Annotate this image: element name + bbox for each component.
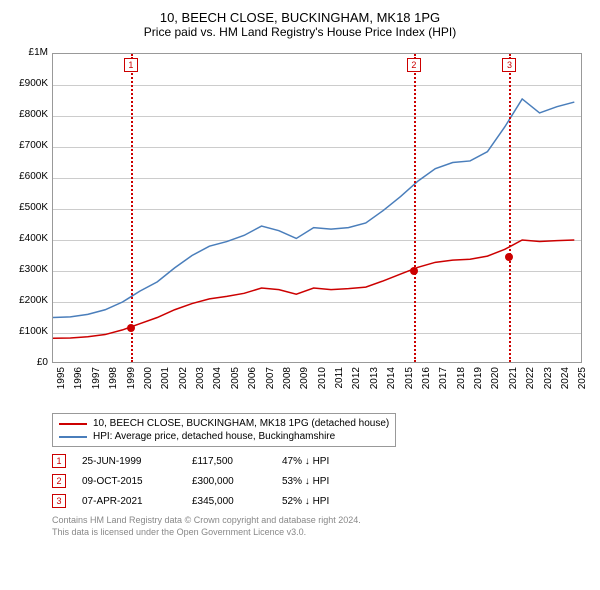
y-tick-label: £300K xyxy=(10,264,48,275)
marker-line xyxy=(509,54,511,362)
attrib-line-1: Contains HM Land Registry data © Crown c… xyxy=(52,515,590,527)
row-marker: 2 xyxy=(52,474,66,488)
legend-item: 10, BEECH CLOSE, BUCKINGHAM, MK18 1PG (d… xyxy=(59,417,389,430)
x-tick-label: 2019 xyxy=(473,367,484,397)
x-tick-label: 2008 xyxy=(282,367,293,397)
y-tick-label: £200K xyxy=(10,295,48,306)
x-tick-label: 2007 xyxy=(265,367,276,397)
x-tick-label: 2024 xyxy=(560,367,571,397)
table-row: 2 09-OCT-2015£300,00053% ↓ HPI xyxy=(52,471,590,491)
x-tick-label: 2010 xyxy=(317,367,328,397)
table-row: 1 25-JUN-1999£117,50047% ↓ HPI xyxy=(52,451,590,471)
x-tick-label: 2025 xyxy=(577,367,588,397)
x-tick-label: 1995 xyxy=(56,367,67,397)
y-tick-label: £1M xyxy=(10,47,48,58)
x-tick-label: 2004 xyxy=(212,367,223,397)
legend-label: HPI: Average price, detached house, Buck… xyxy=(93,431,335,442)
x-tick-label: 2011 xyxy=(334,367,345,397)
legend-swatch xyxy=(59,436,87,438)
x-tick-label: 1997 xyxy=(91,367,102,397)
legend-label: 10, BEECH CLOSE, BUCKINGHAM, MK18 1PG (d… xyxy=(93,418,389,429)
x-tick-label: 1996 xyxy=(73,367,84,397)
y-tick-label: £700K xyxy=(10,140,48,151)
x-tick-label: 2018 xyxy=(456,367,467,397)
x-tick-label: 2020 xyxy=(490,367,501,397)
plot-box: 1 2 3 xyxy=(52,53,582,363)
marker-label: 2 xyxy=(407,58,421,72)
x-tick-label: 2005 xyxy=(230,367,241,397)
x-tick-label: 2003 xyxy=(195,367,206,397)
legend: 10, BEECH CLOSE, BUCKINGHAM, MK18 1PG (d… xyxy=(52,413,396,447)
x-tick-label: 2013 xyxy=(369,367,380,397)
row-comparison: 47% ↓ HPI xyxy=(282,456,362,467)
row-marker: 1 xyxy=(52,454,66,468)
x-tick-label: 2022 xyxy=(525,367,536,397)
x-tick-label: 2014 xyxy=(386,367,397,397)
x-tick-label: 2016 xyxy=(421,367,432,397)
data-point xyxy=(505,253,513,261)
attribution: Contains HM Land Registry data © Crown c… xyxy=(52,515,590,538)
x-tick-label: 2002 xyxy=(178,367,189,397)
y-tick-label: £400K xyxy=(10,233,48,244)
x-tick-label: 2001 xyxy=(160,367,171,397)
attrib-line-2: This data is licensed under the Open Gov… xyxy=(52,527,590,539)
row-price: £345,000 xyxy=(192,496,282,507)
marker-label: 1 xyxy=(124,58,138,72)
row-date: 07-APR-2021 xyxy=(82,496,192,507)
table-row: 3 07-APR-2021£345,00052% ↓ HPI xyxy=(52,491,590,511)
x-tick-label: 2012 xyxy=(351,367,362,397)
marker-line xyxy=(414,54,416,362)
y-tick-label: £600K xyxy=(10,171,48,182)
x-tick-label: 2000 xyxy=(143,367,154,397)
row-comparison: 53% ↓ HPI xyxy=(282,476,362,487)
row-marker: 3 xyxy=(52,494,66,508)
marker-label: 3 xyxy=(502,58,516,72)
y-tick-label: £900K xyxy=(10,78,48,89)
y-tick-label: £100K xyxy=(10,326,48,337)
x-tick-label: 2015 xyxy=(404,367,415,397)
x-tick-label: 1998 xyxy=(108,367,119,397)
y-tick-label: £0 xyxy=(10,357,48,368)
x-tick-label: 2009 xyxy=(299,367,310,397)
row-price: £300,000 xyxy=(192,476,282,487)
chart-subtitle: Price paid vs. HM Land Registry's House … xyxy=(10,25,590,39)
x-tick-label: 1999 xyxy=(126,367,137,397)
chart-title: 10, BEECH CLOSE, BUCKINGHAM, MK18 1PG xyxy=(10,10,590,25)
y-tick-label: £800K xyxy=(10,109,48,120)
data-point xyxy=(410,267,418,275)
transaction-table: 1 25-JUN-1999£117,50047% ↓ HPI 2 09-OCT-201… xyxy=(52,451,590,511)
legend-swatch xyxy=(59,423,87,425)
y-tick-label: £500K xyxy=(10,202,48,213)
legend-item: HPI: Average price, detached house, Buck… xyxy=(59,430,389,443)
row-price: £117,500 xyxy=(192,456,282,467)
row-comparison: 52% ↓ HPI xyxy=(282,496,362,507)
x-tick-label: 2021 xyxy=(508,367,519,397)
x-tick-label: 2023 xyxy=(543,367,554,397)
chart-area: 1 2 3 £0 £100K £200K £300K £400K £500K £600K £700… xyxy=(10,47,590,407)
marker-line xyxy=(131,54,133,362)
data-point xyxy=(127,324,135,332)
x-tick-label: 2006 xyxy=(247,367,258,397)
row-date: 09-OCT-2015 xyxy=(82,476,192,487)
x-tick-label: 2017 xyxy=(438,367,449,397)
row-date: 25-JUN-1999 xyxy=(82,456,192,467)
